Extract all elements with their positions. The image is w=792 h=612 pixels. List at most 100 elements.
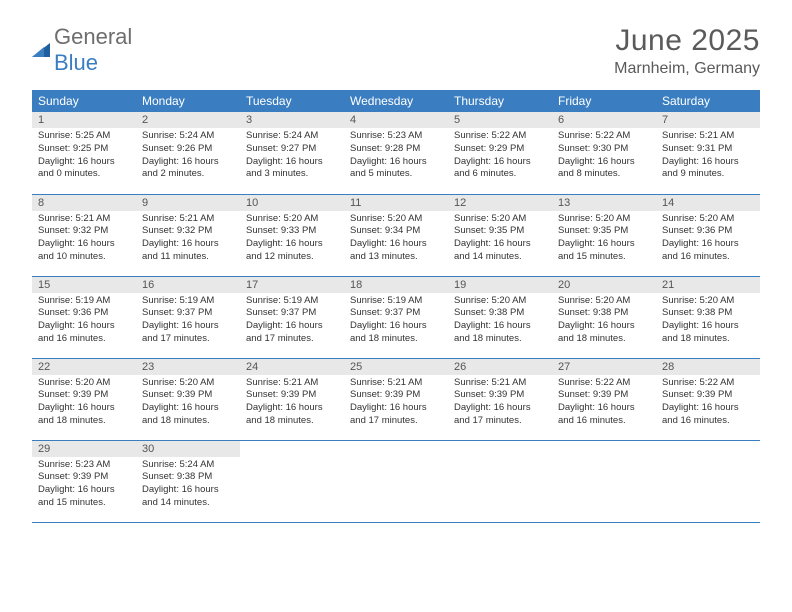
day-body: Sunrise: 5:21 AMSunset: 9:39 PMDaylight:… bbox=[240, 375, 344, 432]
day-body: Sunrise: 5:20 AMSunset: 9:39 PMDaylight:… bbox=[136, 375, 240, 432]
day-body: Sunrise: 5:19 AMSunset: 9:36 PMDaylight:… bbox=[32, 293, 136, 350]
calendar-cell: 21Sunrise: 5:20 AMSunset: 9:38 PMDayligh… bbox=[656, 276, 760, 358]
calendar-cell: 2Sunrise: 5:24 AMSunset: 9:26 PMDaylight… bbox=[136, 112, 240, 194]
calendar-cell: 18Sunrise: 5:19 AMSunset: 9:37 PMDayligh… bbox=[344, 276, 448, 358]
calendar-table: SundayMondayTuesdayWednesdayThursdayFrid… bbox=[32, 90, 760, 523]
weekday-header: Monday bbox=[136, 90, 240, 112]
day-body: Sunrise: 5:22 AMSunset: 9:39 PMDaylight:… bbox=[656, 375, 760, 432]
day-body: Sunrise: 5:21 AMSunset: 9:39 PMDaylight:… bbox=[448, 375, 552, 432]
day-number: 9 bbox=[136, 195, 240, 211]
logo: General Blue bbox=[32, 24, 132, 76]
weekday-header: Tuesday bbox=[240, 90, 344, 112]
calendar-cell: 17Sunrise: 5:19 AMSunset: 9:37 PMDayligh… bbox=[240, 276, 344, 358]
day-number: 27 bbox=[552, 359, 656, 375]
day-number: 1 bbox=[32, 112, 136, 128]
day-body: Sunrise: 5:21 AMSunset: 9:39 PMDaylight:… bbox=[344, 375, 448, 432]
calendar-cell bbox=[344, 440, 448, 522]
logo-word1: General bbox=[54, 24, 132, 49]
day-number: 21 bbox=[656, 277, 760, 293]
calendar-cell: 8Sunrise: 5:21 AMSunset: 9:32 PMDaylight… bbox=[32, 194, 136, 276]
title-block: June 2025 Marnheim, Germany bbox=[614, 24, 760, 78]
day-number: 6 bbox=[552, 112, 656, 128]
calendar-cell: 22Sunrise: 5:20 AMSunset: 9:39 PMDayligh… bbox=[32, 358, 136, 440]
day-body: Sunrise: 5:20 AMSunset: 9:35 PMDaylight:… bbox=[448, 211, 552, 268]
calendar-cell: 5Sunrise: 5:22 AMSunset: 9:29 PMDaylight… bbox=[448, 112, 552, 194]
day-number: 29 bbox=[32, 441, 136, 457]
day-body: Sunrise: 5:20 AMSunset: 9:33 PMDaylight:… bbox=[240, 211, 344, 268]
day-body: Sunrise: 5:20 AMSunset: 9:38 PMDaylight:… bbox=[656, 293, 760, 350]
day-number: 24 bbox=[240, 359, 344, 375]
day-body: Sunrise: 5:24 AMSunset: 9:38 PMDaylight:… bbox=[136, 457, 240, 514]
calendar-cell: 20Sunrise: 5:20 AMSunset: 9:38 PMDayligh… bbox=[552, 276, 656, 358]
calendar-row: 1Sunrise: 5:25 AMSunset: 9:25 PMDaylight… bbox=[32, 112, 760, 194]
calendar-cell: 6Sunrise: 5:22 AMSunset: 9:30 PMDaylight… bbox=[552, 112, 656, 194]
weekday-header: Wednesday bbox=[344, 90, 448, 112]
calendar-cell: 14Sunrise: 5:20 AMSunset: 9:36 PMDayligh… bbox=[656, 194, 760, 276]
day-number: 30 bbox=[136, 441, 240, 457]
calendar-row: 29Sunrise: 5:23 AMSunset: 9:39 PMDayligh… bbox=[32, 440, 760, 522]
weekday-header: Saturday bbox=[656, 90, 760, 112]
calendar-cell: 30Sunrise: 5:24 AMSunset: 9:38 PMDayligh… bbox=[136, 440, 240, 522]
day-number: 11 bbox=[344, 195, 448, 211]
day-number: 15 bbox=[32, 277, 136, 293]
logo-icon bbox=[30, 39, 52, 66]
day-number: 4 bbox=[344, 112, 448, 128]
day-number: 22 bbox=[32, 359, 136, 375]
day-number: 18 bbox=[344, 277, 448, 293]
day-number: 13 bbox=[552, 195, 656, 211]
location: Marnheim, Germany bbox=[614, 60, 760, 78]
day-number: 2 bbox=[136, 112, 240, 128]
calendar-cell: 23Sunrise: 5:20 AMSunset: 9:39 PMDayligh… bbox=[136, 358, 240, 440]
calendar-cell: 27Sunrise: 5:22 AMSunset: 9:39 PMDayligh… bbox=[552, 358, 656, 440]
calendar-body: 1Sunrise: 5:25 AMSunset: 9:25 PMDaylight… bbox=[32, 112, 760, 522]
day-body: Sunrise: 5:21 AMSunset: 9:32 PMDaylight:… bbox=[32, 211, 136, 268]
day-number: 25 bbox=[344, 359, 448, 375]
day-number: 5 bbox=[448, 112, 552, 128]
month-title: June 2025 bbox=[614, 24, 760, 58]
calendar-row: 8Sunrise: 5:21 AMSunset: 9:32 PMDaylight… bbox=[32, 194, 760, 276]
day-number: 17 bbox=[240, 277, 344, 293]
day-body: Sunrise: 5:24 AMSunset: 9:27 PMDaylight:… bbox=[240, 128, 344, 185]
day-body: Sunrise: 5:23 AMSunset: 9:28 PMDaylight:… bbox=[344, 128, 448, 185]
day-body: Sunrise: 5:19 AMSunset: 9:37 PMDaylight:… bbox=[240, 293, 344, 350]
day-body: Sunrise: 5:20 AMSunset: 9:38 PMDaylight:… bbox=[552, 293, 656, 350]
day-body: Sunrise: 5:21 AMSunset: 9:31 PMDaylight:… bbox=[656, 128, 760, 185]
calendar-cell: 13Sunrise: 5:20 AMSunset: 9:35 PMDayligh… bbox=[552, 194, 656, 276]
day-body: Sunrise: 5:20 AMSunset: 9:36 PMDaylight:… bbox=[656, 211, 760, 268]
calendar-row: 15Sunrise: 5:19 AMSunset: 9:36 PMDayligh… bbox=[32, 276, 760, 358]
calendar-cell: 7Sunrise: 5:21 AMSunset: 9:31 PMDaylight… bbox=[656, 112, 760, 194]
day-body: Sunrise: 5:22 AMSunset: 9:29 PMDaylight:… bbox=[448, 128, 552, 185]
calendar-cell: 12Sunrise: 5:20 AMSunset: 9:35 PMDayligh… bbox=[448, 194, 552, 276]
day-body: Sunrise: 5:20 AMSunset: 9:35 PMDaylight:… bbox=[552, 211, 656, 268]
day-number: 23 bbox=[136, 359, 240, 375]
day-number: 19 bbox=[448, 277, 552, 293]
calendar-cell: 16Sunrise: 5:19 AMSunset: 9:37 PMDayligh… bbox=[136, 276, 240, 358]
calendar-cell: 3Sunrise: 5:24 AMSunset: 9:27 PMDaylight… bbox=[240, 112, 344, 194]
logo-text: General Blue bbox=[54, 24, 132, 76]
weekday-header: Thursday bbox=[448, 90, 552, 112]
day-body: Sunrise: 5:20 AMSunset: 9:34 PMDaylight:… bbox=[344, 211, 448, 268]
calendar-cell: 28Sunrise: 5:22 AMSunset: 9:39 PMDayligh… bbox=[656, 358, 760, 440]
calendar-cell: 26Sunrise: 5:21 AMSunset: 9:39 PMDayligh… bbox=[448, 358, 552, 440]
header: General Blue June 2025 Marnheim, Germany bbox=[32, 24, 760, 78]
calendar-cell: 25Sunrise: 5:21 AMSunset: 9:39 PMDayligh… bbox=[344, 358, 448, 440]
day-body: Sunrise: 5:22 AMSunset: 9:30 PMDaylight:… bbox=[552, 128, 656, 185]
day-number: 12 bbox=[448, 195, 552, 211]
day-number: 16 bbox=[136, 277, 240, 293]
calendar-cell bbox=[656, 440, 760, 522]
day-number: 8 bbox=[32, 195, 136, 211]
day-body: Sunrise: 5:19 AMSunset: 9:37 PMDaylight:… bbox=[136, 293, 240, 350]
weekday-header-row: SundayMondayTuesdayWednesdayThursdayFrid… bbox=[32, 90, 760, 112]
calendar-cell bbox=[552, 440, 656, 522]
day-number: 10 bbox=[240, 195, 344, 211]
calendar-cell: 9Sunrise: 5:21 AMSunset: 9:32 PMDaylight… bbox=[136, 194, 240, 276]
day-body: Sunrise: 5:22 AMSunset: 9:39 PMDaylight:… bbox=[552, 375, 656, 432]
day-body: Sunrise: 5:20 AMSunset: 9:39 PMDaylight:… bbox=[32, 375, 136, 432]
calendar-cell: 1Sunrise: 5:25 AMSunset: 9:25 PMDaylight… bbox=[32, 112, 136, 194]
day-number: 14 bbox=[656, 195, 760, 211]
calendar-cell: 15Sunrise: 5:19 AMSunset: 9:36 PMDayligh… bbox=[32, 276, 136, 358]
day-number: 26 bbox=[448, 359, 552, 375]
day-body: Sunrise: 5:24 AMSunset: 9:26 PMDaylight:… bbox=[136, 128, 240, 185]
weekday-header: Friday bbox=[552, 90, 656, 112]
calendar-cell: 29Sunrise: 5:23 AMSunset: 9:39 PMDayligh… bbox=[32, 440, 136, 522]
